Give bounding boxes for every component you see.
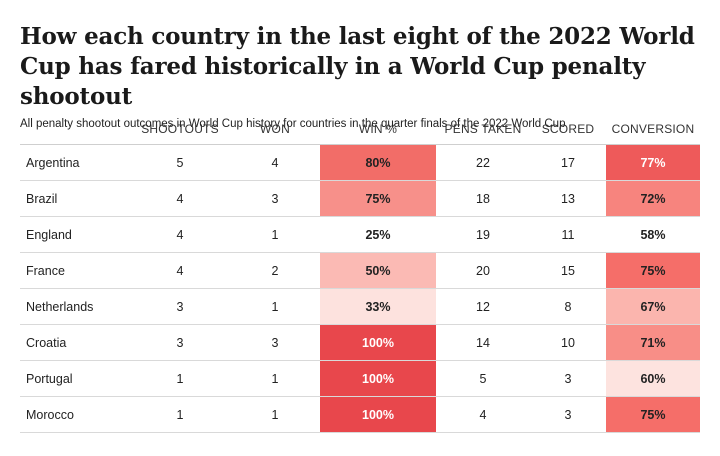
country-cell: England <box>20 216 130 253</box>
pens-taken-cell: 18 <box>436 180 530 217</box>
chart-title: How each country in the last eight of th… <box>20 23 695 110</box>
country-cell: Argentina <box>20 144 130 181</box>
win-pct-cell: 100% <box>320 360 436 397</box>
conversion-cell: 58% <box>606 216 700 253</box>
conversion-cell: 72% <box>606 180 700 217</box>
won-cell: 1 <box>230 216 320 253</box>
conversion-cell: 60% <box>606 360 700 397</box>
scored-cell: 11 <box>530 216 606 253</box>
won-cell: 2 <box>230 252 320 289</box>
table-row: Argentina 5 4 80% 22 17 77% <box>20 144 700 181</box>
conversion-cell: 77% <box>606 144 700 181</box>
header-row: SHOOTOUTS WON WIN % PENS TAKEN SCORED CO… <box>20 114 700 145</box>
pens-taken-cell: 22 <box>436 144 530 181</box>
won-cell: 1 <box>230 288 320 325</box>
pens-taken-cell: 20 <box>436 252 530 289</box>
shootouts-cell: 1 <box>130 396 230 433</box>
won-cell: 3 <box>230 180 320 217</box>
won-cell: 1 <box>230 396 320 433</box>
shootouts-cell: 5 <box>130 144 230 181</box>
win-pct-cell: 25% <box>320 216 436 253</box>
conversion-cell: 71% <box>606 324 700 361</box>
col-header-country <box>20 114 130 145</box>
country-cell: France <box>20 252 130 289</box>
scored-cell: 3 <box>530 396 606 433</box>
country-cell: Morocco <box>20 396 130 433</box>
scored-cell: 10 <box>530 324 606 361</box>
country-cell: Portugal <box>20 360 130 397</box>
win-pct-cell: 80% <box>320 144 436 181</box>
col-header-won: WON <box>230 114 320 145</box>
country-cell: Brazil <box>20 180 130 217</box>
win-pct-cell: 33% <box>320 288 436 325</box>
table-row: Portugal 1 1 100% 5 3 60% <box>20 360 700 397</box>
win-pct-cell: 50% <box>320 252 436 289</box>
table-row: Netherlands 3 1 33% 12 8 67% <box>20 288 700 325</box>
win-pct-cell: 75% <box>320 180 436 217</box>
win-pct-cell: 100% <box>320 324 436 361</box>
scored-cell: 17 <box>530 144 606 181</box>
table-row: England 4 1 25% 19 11 58% <box>20 216 700 253</box>
shootouts-cell: 4 <box>130 252 230 289</box>
pens-taken-cell: 12 <box>436 288 530 325</box>
table-row: France 4 2 50% 20 15 75% <box>20 252 700 289</box>
table-row: Morocco 1 1 100% 4 3 75% <box>20 396 700 433</box>
won-cell: 3 <box>230 324 320 361</box>
scored-cell: 15 <box>530 252 606 289</box>
shootouts-cell: 1 <box>130 360 230 397</box>
pens-taken-cell: 4 <box>436 396 530 433</box>
country-cell: Netherlands <box>20 288 130 325</box>
shootouts-cell: 3 <box>130 288 230 325</box>
scored-cell: 3 <box>530 360 606 397</box>
conversion-cell: 67% <box>606 288 700 325</box>
col-header-win-pct: WIN % <box>320 114 436 145</box>
pens-taken-cell: 19 <box>436 216 530 253</box>
scored-cell: 13 <box>530 180 606 217</box>
country-cell: Croatia <box>20 324 130 361</box>
shootout-table: SHOOTOUTS WON WIN % PENS TAKEN SCORED CO… <box>20 114 700 433</box>
col-header-shootouts: SHOOTOUTS <box>130 114 230 145</box>
shootouts-cell: 4 <box>130 180 230 217</box>
pens-taken-cell: 14 <box>436 324 530 361</box>
table-row: Brazil 4 3 75% 18 13 72% <box>20 180 700 217</box>
conversion-cell: 75% <box>606 252 700 289</box>
scored-cell: 8 <box>530 288 606 325</box>
shootouts-cell: 4 <box>130 216 230 253</box>
won-cell: 4 <box>230 144 320 181</box>
table-row: Croatia 3 3 100% 14 10 71% <box>20 324 700 361</box>
won-cell: 1 <box>230 360 320 397</box>
conversion-cell: 75% <box>606 396 700 433</box>
col-header-scored: SCORED <box>530 114 606 145</box>
shootouts-cell: 3 <box>130 324 230 361</box>
table-body: Argentina 5 4 80% 22 17 77% Brazil 4 3 75% 18 13 72% E… <box>20 144 700 433</box>
col-header-conversion: CONVERSION <box>606 114 700 145</box>
win-pct-cell: 100% <box>320 396 436 433</box>
col-header-pens-taken: PENS TAKEN <box>436 114 530 145</box>
pens-taken-cell: 5 <box>436 360 530 397</box>
